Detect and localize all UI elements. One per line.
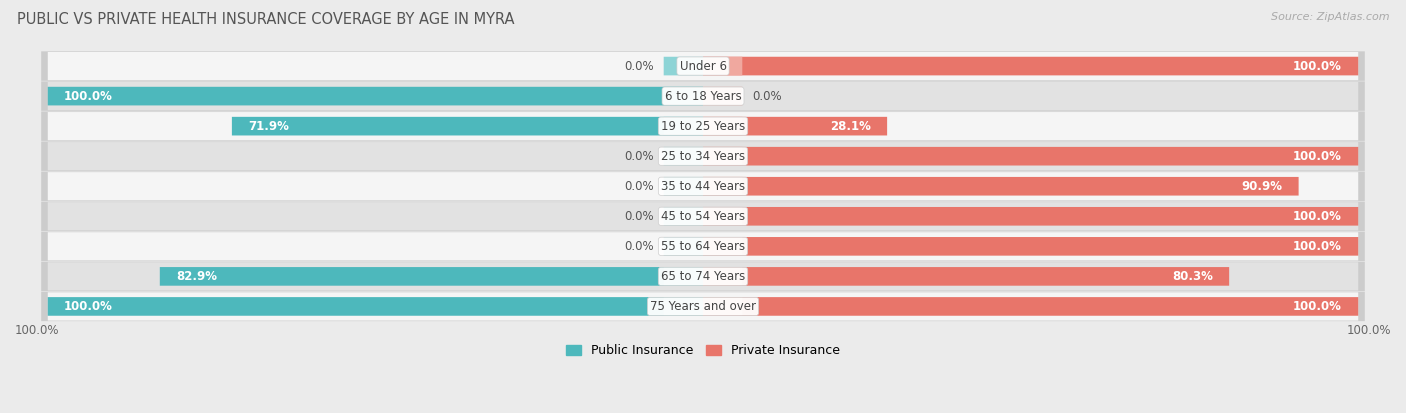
FancyBboxPatch shape	[48, 112, 1358, 140]
FancyBboxPatch shape	[48, 297, 703, 316]
Text: 100.0%: 100.0%	[1347, 325, 1391, 337]
Text: 0.0%: 0.0%	[624, 150, 654, 163]
Text: 0.0%: 0.0%	[624, 180, 654, 193]
FancyBboxPatch shape	[664, 87, 703, 105]
FancyBboxPatch shape	[41, 171, 1365, 201]
FancyBboxPatch shape	[41, 112, 1365, 141]
FancyBboxPatch shape	[664, 57, 703, 76]
FancyBboxPatch shape	[41, 232, 1365, 261]
Text: 25 to 34 Years: 25 to 34 Years	[661, 150, 745, 163]
Text: 100.0%: 100.0%	[1294, 59, 1341, 73]
Text: 100.0%: 100.0%	[15, 325, 59, 337]
FancyBboxPatch shape	[703, 57, 742, 76]
FancyBboxPatch shape	[48, 172, 1358, 200]
FancyBboxPatch shape	[703, 267, 742, 286]
FancyBboxPatch shape	[48, 232, 1358, 261]
FancyBboxPatch shape	[664, 177, 703, 196]
Text: 0.0%: 0.0%	[624, 59, 654, 73]
Text: 35 to 44 Years: 35 to 44 Years	[661, 180, 745, 193]
FancyBboxPatch shape	[703, 267, 1229, 286]
FancyBboxPatch shape	[703, 147, 1358, 166]
FancyBboxPatch shape	[664, 237, 703, 256]
Text: 45 to 54 Years: 45 to 54 Years	[661, 210, 745, 223]
Text: PUBLIC VS PRIVATE HEALTH INSURANCE COVERAGE BY AGE IN MYRA: PUBLIC VS PRIVATE HEALTH INSURANCE COVER…	[17, 12, 515, 27]
FancyBboxPatch shape	[41, 142, 1365, 171]
FancyBboxPatch shape	[41, 262, 1365, 291]
FancyBboxPatch shape	[703, 147, 742, 166]
FancyBboxPatch shape	[703, 297, 742, 316]
FancyBboxPatch shape	[41, 51, 1365, 81]
Text: 28.1%: 28.1%	[830, 120, 870, 133]
FancyBboxPatch shape	[48, 82, 1358, 110]
Text: 71.9%: 71.9%	[249, 120, 290, 133]
Text: 0.0%: 0.0%	[624, 210, 654, 223]
Text: 100.0%: 100.0%	[1294, 150, 1341, 163]
FancyBboxPatch shape	[48, 262, 1358, 290]
Text: 82.9%: 82.9%	[176, 270, 217, 283]
FancyBboxPatch shape	[41, 202, 1365, 231]
FancyBboxPatch shape	[160, 267, 703, 286]
FancyBboxPatch shape	[703, 87, 742, 105]
Text: 0.0%: 0.0%	[752, 90, 782, 102]
FancyBboxPatch shape	[41, 81, 1365, 111]
Text: 100.0%: 100.0%	[65, 300, 112, 313]
Text: 55 to 64 Years: 55 to 64 Years	[661, 240, 745, 253]
FancyBboxPatch shape	[48, 292, 1358, 320]
Text: 6 to 18 Years: 6 to 18 Years	[665, 90, 741, 102]
FancyBboxPatch shape	[703, 57, 1358, 76]
FancyBboxPatch shape	[41, 292, 1365, 321]
Text: 75 Years and over: 75 Years and over	[650, 300, 756, 313]
Text: 100.0%: 100.0%	[1294, 300, 1341, 313]
Text: Source: ZipAtlas.com: Source: ZipAtlas.com	[1271, 12, 1389, 22]
Text: 100.0%: 100.0%	[1294, 210, 1341, 223]
FancyBboxPatch shape	[48, 87, 703, 105]
Text: 100.0%: 100.0%	[1294, 240, 1341, 253]
FancyBboxPatch shape	[703, 237, 1358, 256]
FancyBboxPatch shape	[664, 207, 703, 225]
FancyBboxPatch shape	[703, 177, 742, 196]
FancyBboxPatch shape	[703, 177, 1299, 196]
FancyBboxPatch shape	[703, 207, 742, 225]
FancyBboxPatch shape	[664, 147, 703, 166]
Text: 90.9%: 90.9%	[1241, 180, 1282, 193]
Text: 100.0%: 100.0%	[65, 90, 112, 102]
FancyBboxPatch shape	[703, 117, 887, 135]
Text: Under 6: Under 6	[679, 59, 727, 73]
Text: 19 to 25 Years: 19 to 25 Years	[661, 120, 745, 133]
Text: 0.0%: 0.0%	[624, 240, 654, 253]
FancyBboxPatch shape	[664, 117, 703, 135]
FancyBboxPatch shape	[703, 207, 1358, 225]
FancyBboxPatch shape	[232, 117, 703, 135]
FancyBboxPatch shape	[48, 202, 1358, 230]
Text: 80.3%: 80.3%	[1171, 270, 1213, 283]
FancyBboxPatch shape	[664, 267, 703, 286]
FancyBboxPatch shape	[48, 142, 1358, 170]
FancyBboxPatch shape	[703, 237, 742, 256]
FancyBboxPatch shape	[703, 117, 742, 135]
FancyBboxPatch shape	[703, 297, 1358, 316]
Text: 65 to 74 Years: 65 to 74 Years	[661, 270, 745, 283]
FancyBboxPatch shape	[48, 52, 1358, 80]
FancyBboxPatch shape	[664, 297, 703, 316]
Legend: Public Insurance, Private Insurance: Public Insurance, Private Insurance	[561, 339, 845, 363]
